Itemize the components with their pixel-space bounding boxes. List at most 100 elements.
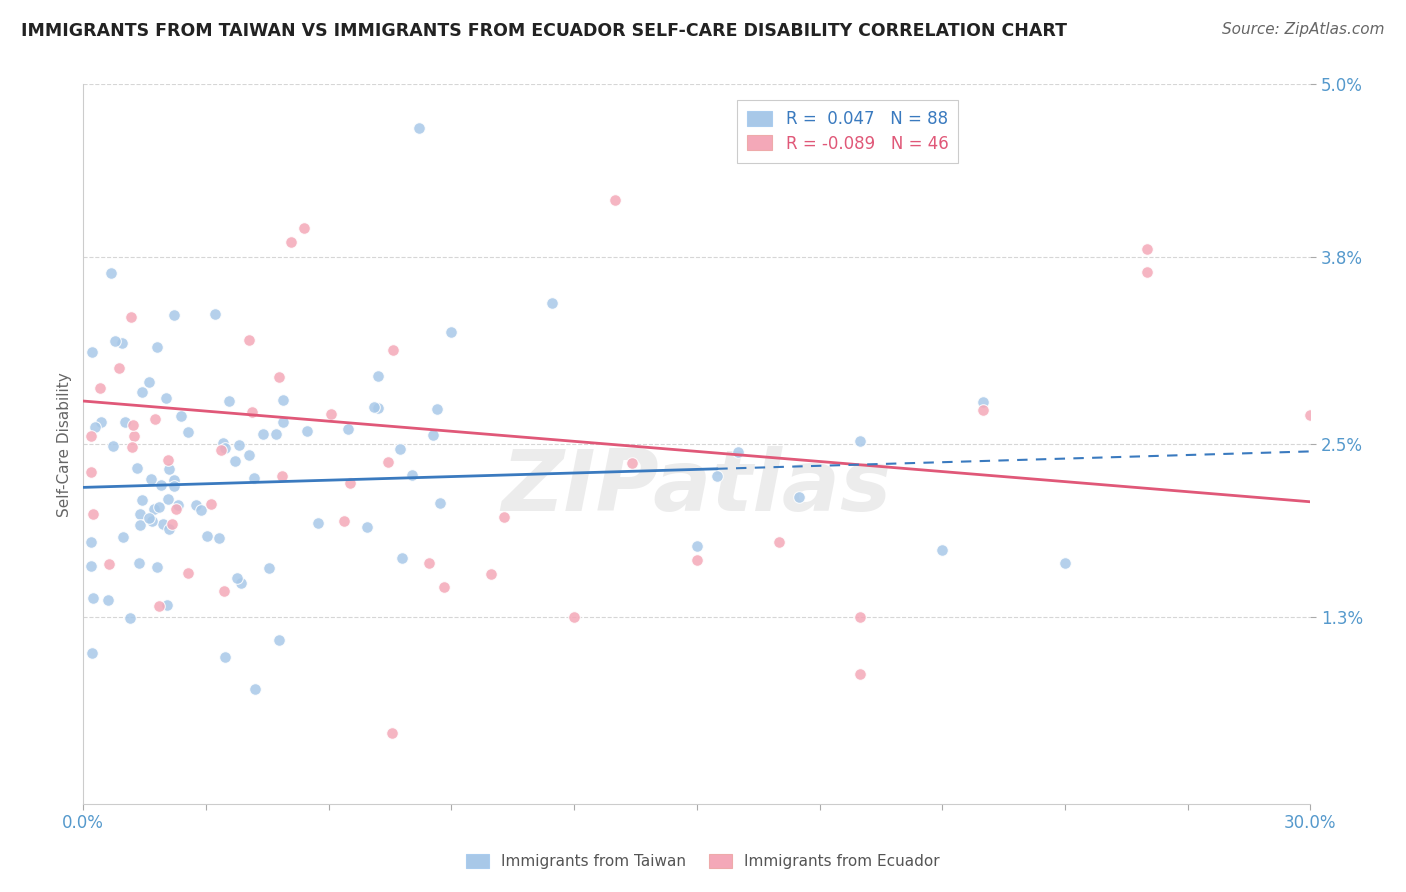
Point <box>686 553 709 567</box>
Point <box>118 611 141 625</box>
Point <box>184 498 207 512</box>
Point <box>849 610 872 624</box>
Point <box>80 534 103 549</box>
Point <box>80 558 103 573</box>
Point <box>238 448 260 462</box>
Point <box>124 429 146 443</box>
Point <box>271 468 294 483</box>
Point <box>143 501 166 516</box>
Point <box>80 429 103 443</box>
Point <box>292 221 315 235</box>
Legend: R =  0.047   N = 88, R = -0.089   N = 46: R = 0.047 N = 88, R = -0.089 N = 46 <box>737 100 959 162</box>
Point <box>101 439 124 453</box>
Point <box>440 325 463 339</box>
Point <box>422 428 444 442</box>
Point <box>167 498 190 512</box>
Point <box>377 455 399 469</box>
Point <box>155 392 177 406</box>
Point <box>152 517 174 532</box>
Point <box>148 599 170 614</box>
Point <box>114 415 136 429</box>
Point <box>104 334 127 349</box>
Point <box>381 343 404 357</box>
Point <box>90 416 112 430</box>
Point <box>121 440 143 454</box>
Point <box>97 593 120 607</box>
Point <box>149 478 172 492</box>
Point <box>139 472 162 486</box>
Point <box>426 401 449 416</box>
Point <box>157 522 180 536</box>
Point <box>141 514 163 528</box>
Point <box>479 567 502 582</box>
Point <box>238 333 260 347</box>
Point <box>163 473 186 487</box>
Point <box>108 361 131 376</box>
Point <box>204 307 226 321</box>
Point <box>243 681 266 696</box>
Point <box>252 426 274 441</box>
Point <box>176 566 198 580</box>
Point <box>768 535 790 549</box>
Point <box>138 376 160 390</box>
Point <box>269 370 291 384</box>
Point <box>170 409 193 423</box>
Point <box>267 633 290 648</box>
Point <box>264 427 287 442</box>
Point <box>388 442 411 457</box>
Point <box>1299 409 1322 423</box>
Point <box>157 492 180 507</box>
Point <box>111 336 134 351</box>
Point <box>156 598 179 612</box>
Point <box>972 403 994 417</box>
Point <box>122 418 145 433</box>
Point <box>138 510 160 524</box>
Text: Source: ZipAtlas.com: Source: ZipAtlas.com <box>1222 22 1385 37</box>
Point <box>163 309 186 323</box>
Point <box>280 235 302 249</box>
Point <box>128 556 150 570</box>
Point <box>367 401 389 416</box>
Point <box>163 479 186 493</box>
Point <box>972 394 994 409</box>
Point <box>211 436 233 450</box>
Point <box>307 516 329 530</box>
Point <box>212 584 235 599</box>
Point <box>727 444 749 458</box>
Point <box>208 531 231 545</box>
Point <box>319 407 342 421</box>
Point <box>100 266 122 280</box>
Legend: Immigrants from Taiwan, Immigrants from Ecuador: Immigrants from Taiwan, Immigrants from … <box>460 848 946 875</box>
Point <box>143 412 166 426</box>
Text: ZIPatlas: ZIPatlas <box>502 446 891 529</box>
Point <box>931 543 953 558</box>
Point <box>218 393 240 408</box>
Point <box>332 514 354 528</box>
Point <box>1136 264 1159 278</box>
Point <box>271 415 294 429</box>
Point <box>492 509 515 524</box>
Point <box>200 497 222 511</box>
Point <box>228 438 250 452</box>
Point <box>160 517 183 532</box>
Point <box>146 559 169 574</box>
Point <box>176 425 198 439</box>
Point <box>165 502 187 516</box>
Point <box>82 591 104 606</box>
Point <box>242 471 264 485</box>
Point <box>190 503 212 517</box>
Point <box>195 529 218 543</box>
Point <box>562 610 585 624</box>
Point <box>214 441 236 455</box>
Point <box>129 507 152 521</box>
Point <box>120 310 142 324</box>
Point <box>356 520 378 534</box>
Y-axis label: Self-Care Disability: Self-Care Disability <box>58 372 72 516</box>
Point <box>367 369 389 384</box>
Point <box>295 425 318 439</box>
Point <box>131 492 153 507</box>
Point <box>82 345 104 359</box>
Point <box>621 456 644 470</box>
Point <box>129 517 152 532</box>
Point <box>224 454 246 468</box>
